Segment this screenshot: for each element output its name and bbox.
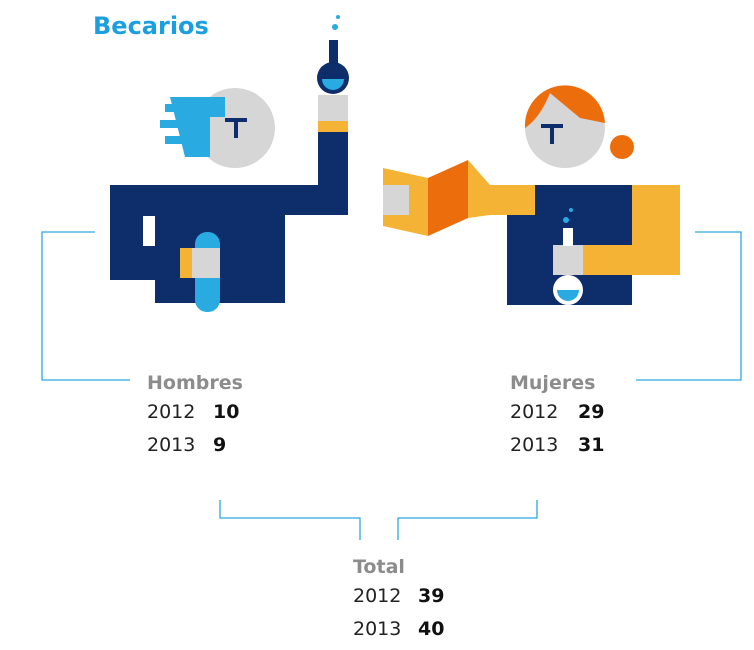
year: 2012: [147, 401, 195, 423]
man-illustration-part: [332, 24, 338, 30]
man-illustration-part: [318, 130, 348, 215]
year: 2012: [510, 401, 558, 423]
title: Becarios: [93, 12, 209, 40]
year: 2013: [510, 434, 558, 456]
count: 10: [213, 401, 239, 423]
group-label: Hombres: [147, 372, 243, 394]
woman-illustration-part: [563, 228, 573, 246]
woman-illustration-part: [428, 160, 468, 236]
woman-illustration-part: [569, 208, 573, 212]
bottom-right-bracket: [398, 500, 537, 540]
man-illustration-part: [318, 95, 348, 121]
count: 29: [578, 401, 604, 423]
year: 2013: [147, 434, 195, 456]
year: 2012: [353, 585, 401, 607]
woman-illustration-part: [468, 160, 490, 218]
count: 31: [578, 434, 604, 456]
group-label: Total: [353, 556, 405, 578]
man-illustration-part: [180, 248, 192, 278]
infographic: Becarios: [0, 0, 754, 650]
woman-illustration: [383, 85, 680, 305]
woman-illustration-part: [563, 217, 569, 223]
man-illustration-part: [336, 15, 340, 19]
woman-illustration-part: [553, 245, 583, 275]
page: {"title": "Becarios", "groups": [ {"labe…: [0, 0, 754, 650]
count: 39: [418, 585, 444, 607]
bottom-left-bracket: [220, 500, 360, 540]
man-illustration-part: [110, 250, 155, 280]
count: 40: [418, 618, 444, 640]
year: 2013: [353, 618, 401, 640]
woman-illustration-part: [490, 185, 535, 215]
man-illustration-part: [318, 120, 348, 132]
man-illustration-part: [143, 216, 155, 246]
woman-illustration-part: [580, 245, 680, 275]
count: 9: [213, 434, 226, 456]
man-illustration-part: [160, 104, 185, 144]
group-label: Mujeres: [510, 372, 595, 394]
man-illustration: [110, 15, 349, 312]
woman-illustration-part: [610, 135, 634, 159]
woman-illustration-part: [383, 185, 409, 215]
